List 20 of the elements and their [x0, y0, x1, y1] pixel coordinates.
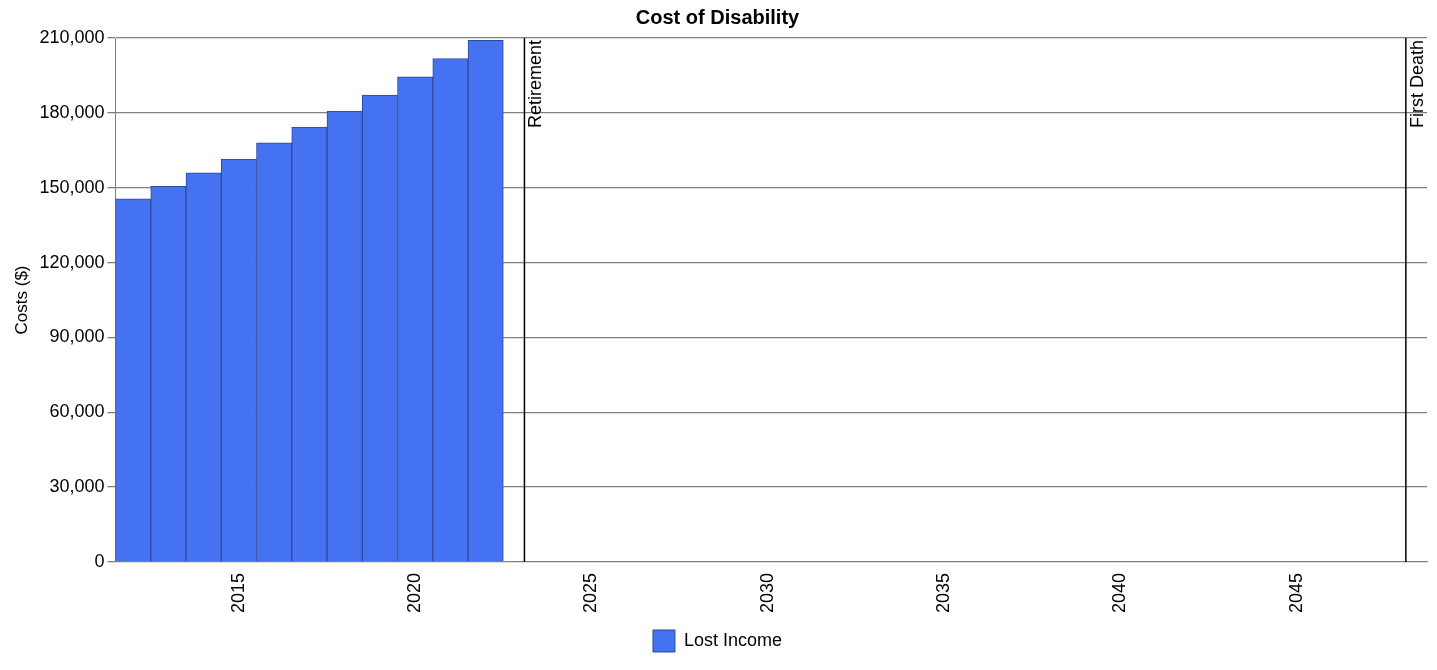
x-tick-label: 2025 — [580, 572, 601, 613]
ref-line-label: First Death — [1406, 40, 1427, 129]
y-tick-label: 0 — [94, 550, 105, 571]
legend-label: Lost Income — [683, 629, 783, 650]
y-tick-label: 180,000 — [39, 101, 105, 122]
x-tick-label: 2045 — [1285, 572, 1306, 613]
y-tick-label: 150,000 — [39, 176, 105, 197]
x-tick-label: 2020 — [404, 572, 425, 613]
x-tick-label: 2015 — [227, 572, 248, 613]
y-tick-label: 90,000 — [49, 326, 105, 347]
x-tick-label: 2030 — [756, 572, 777, 613]
x-tick-label: 2040 — [1109, 572, 1130, 613]
chart-title: Cost of Disability — [635, 5, 801, 28]
y-tick-label: 120,000 — [39, 251, 105, 272]
y-tick-label: 30,000 — [49, 476, 105, 497]
y-tick-label: 210,000 — [39, 26, 105, 47]
ref-line-label: Retirement — [525, 40, 546, 129]
x-tick-label: 2035 — [932, 572, 953, 613]
y-axis-title: Costs ($) — [11, 265, 31, 335]
y-tick-label: 60,000 — [49, 401, 105, 422]
